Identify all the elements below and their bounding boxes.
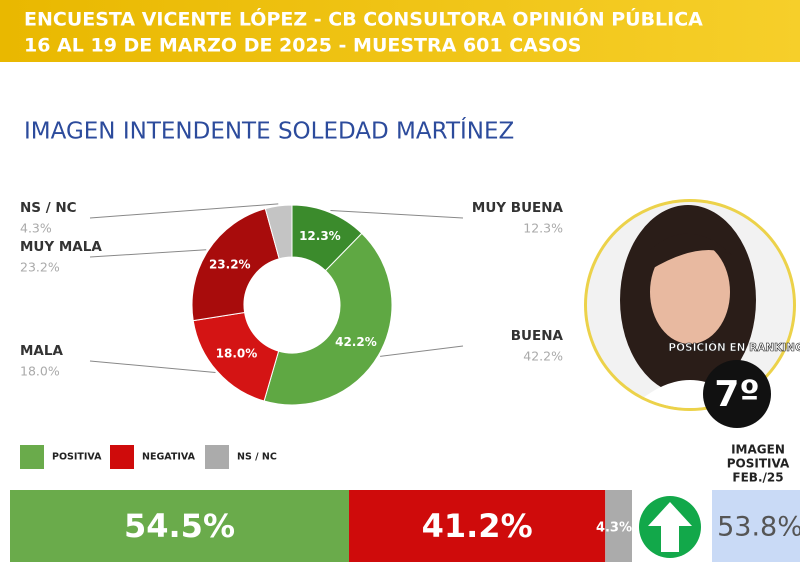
category-value: 23.2% bbox=[20, 260, 60, 275]
slice-label: 23.2% bbox=[209, 257, 251, 271]
legend-swatch bbox=[20, 445, 44, 469]
category-label: NS / NC bbox=[20, 200, 77, 216]
slice-label: 12.3% bbox=[299, 229, 341, 243]
leader-line bbox=[89, 249, 207, 258]
leader-line bbox=[89, 360, 216, 373]
leader-line bbox=[380, 345, 464, 357]
donut-slice bbox=[264, 204, 293, 260]
header-band bbox=[0, 0, 800, 62]
category-value: 4.3% bbox=[20, 221, 52, 236]
category-label: BUENA bbox=[511, 328, 564, 344]
category-label: MALA bbox=[20, 343, 63, 359]
bar-label: 54.5% bbox=[124, 507, 235, 545]
legend-swatch bbox=[205, 445, 229, 469]
previous-label: POSITIVA bbox=[727, 457, 790, 471]
donut-slice bbox=[191, 208, 280, 322]
bar-label: 4.3% bbox=[596, 521, 632, 536]
category-label: MUY BUENA bbox=[472, 200, 564, 216]
slice-label: 18.0% bbox=[216, 346, 258, 360]
previous-label: FEB./25 bbox=[732, 471, 783, 485]
header-line: ENCUESTA VICENTE LÓPEZ - CB CONSULTORA O… bbox=[24, 7, 703, 31]
bar-label: 41.2% bbox=[422, 507, 533, 545]
ranking-badge bbox=[703, 360, 771, 428]
previous-label: IMAGEN bbox=[731, 443, 785, 457]
category-value: 18.0% bbox=[20, 364, 60, 379]
slice-label: 42.2% bbox=[335, 335, 377, 349]
previous-value: 53.8% bbox=[717, 512, 800, 543]
bar-segment bbox=[605, 490, 632, 562]
bar-segment bbox=[10, 490, 349, 562]
trend-arrow bbox=[639, 496, 701, 558]
donut-slice bbox=[263, 232, 393, 406]
previous-box bbox=[712, 490, 800, 562]
leader-line bbox=[330, 210, 464, 219]
ranking-label: POSICIÓN EN RANKING bbox=[668, 341, 800, 354]
ranking-position: 7º bbox=[714, 374, 759, 415]
leader-line bbox=[89, 203, 279, 219]
bar-segment bbox=[348, 490, 606, 562]
legend-swatch bbox=[110, 445, 134, 469]
legend-label: POSITIVA bbox=[52, 452, 102, 463]
category-value: 12.3% bbox=[523, 221, 563, 236]
legend-label: NS / NC bbox=[237, 452, 277, 463]
category-value: 42.2% bbox=[523, 349, 563, 364]
legend-label: NEGATIVA bbox=[142, 452, 196, 463]
chart-title: IMAGEN INTENDENTE SOLEDAD MARTÍNEZ bbox=[24, 117, 514, 145]
category-label: MUY MALA bbox=[20, 239, 102, 255]
header-line: 16 AL 19 DE MARZO DE 2025 - MUESTRA 601 … bbox=[24, 35, 581, 57]
